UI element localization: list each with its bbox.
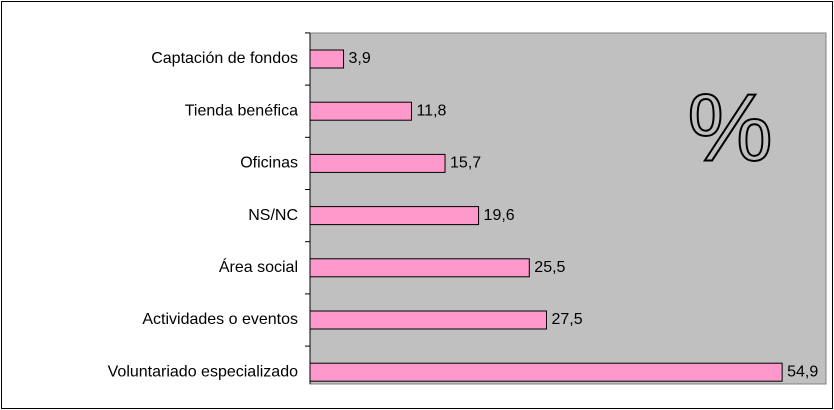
- data-label: 19,6: [484, 207, 515, 224]
- y-tick-label: Tienda benéfica: [185, 102, 298, 119]
- bar: [309, 101, 412, 121]
- bar: [309, 49, 345, 69]
- bar: [309, 206, 480, 226]
- y-tick-label: Voluntariado especializado: [108, 363, 298, 380]
- data-label: 27,5: [552, 311, 583, 328]
- y-tick-label: NS/NC: [248, 207, 298, 224]
- data-label: 25,5: [534, 259, 565, 276]
- bar: [309, 258, 530, 278]
- y-tick-label: Actividades o eventos: [142, 311, 298, 328]
- y-tick-label: Captación de fondos: [151, 50, 298, 67]
- y-tick-label: Área social: [219, 257, 298, 276]
- bar: [309, 153, 446, 173]
- data-label: 54,9: [787, 363, 818, 380]
- y-tick-label: Oficinas: [240, 155, 298, 172]
- data-label: 11,8: [416, 102, 446, 119]
- bar: [309, 310, 547, 330]
- annotation: %: [687, 74, 772, 181]
- data-label: 3,9: [349, 50, 371, 67]
- data-label: 15,7: [450, 155, 481, 172]
- bar: [309, 362, 783, 382]
